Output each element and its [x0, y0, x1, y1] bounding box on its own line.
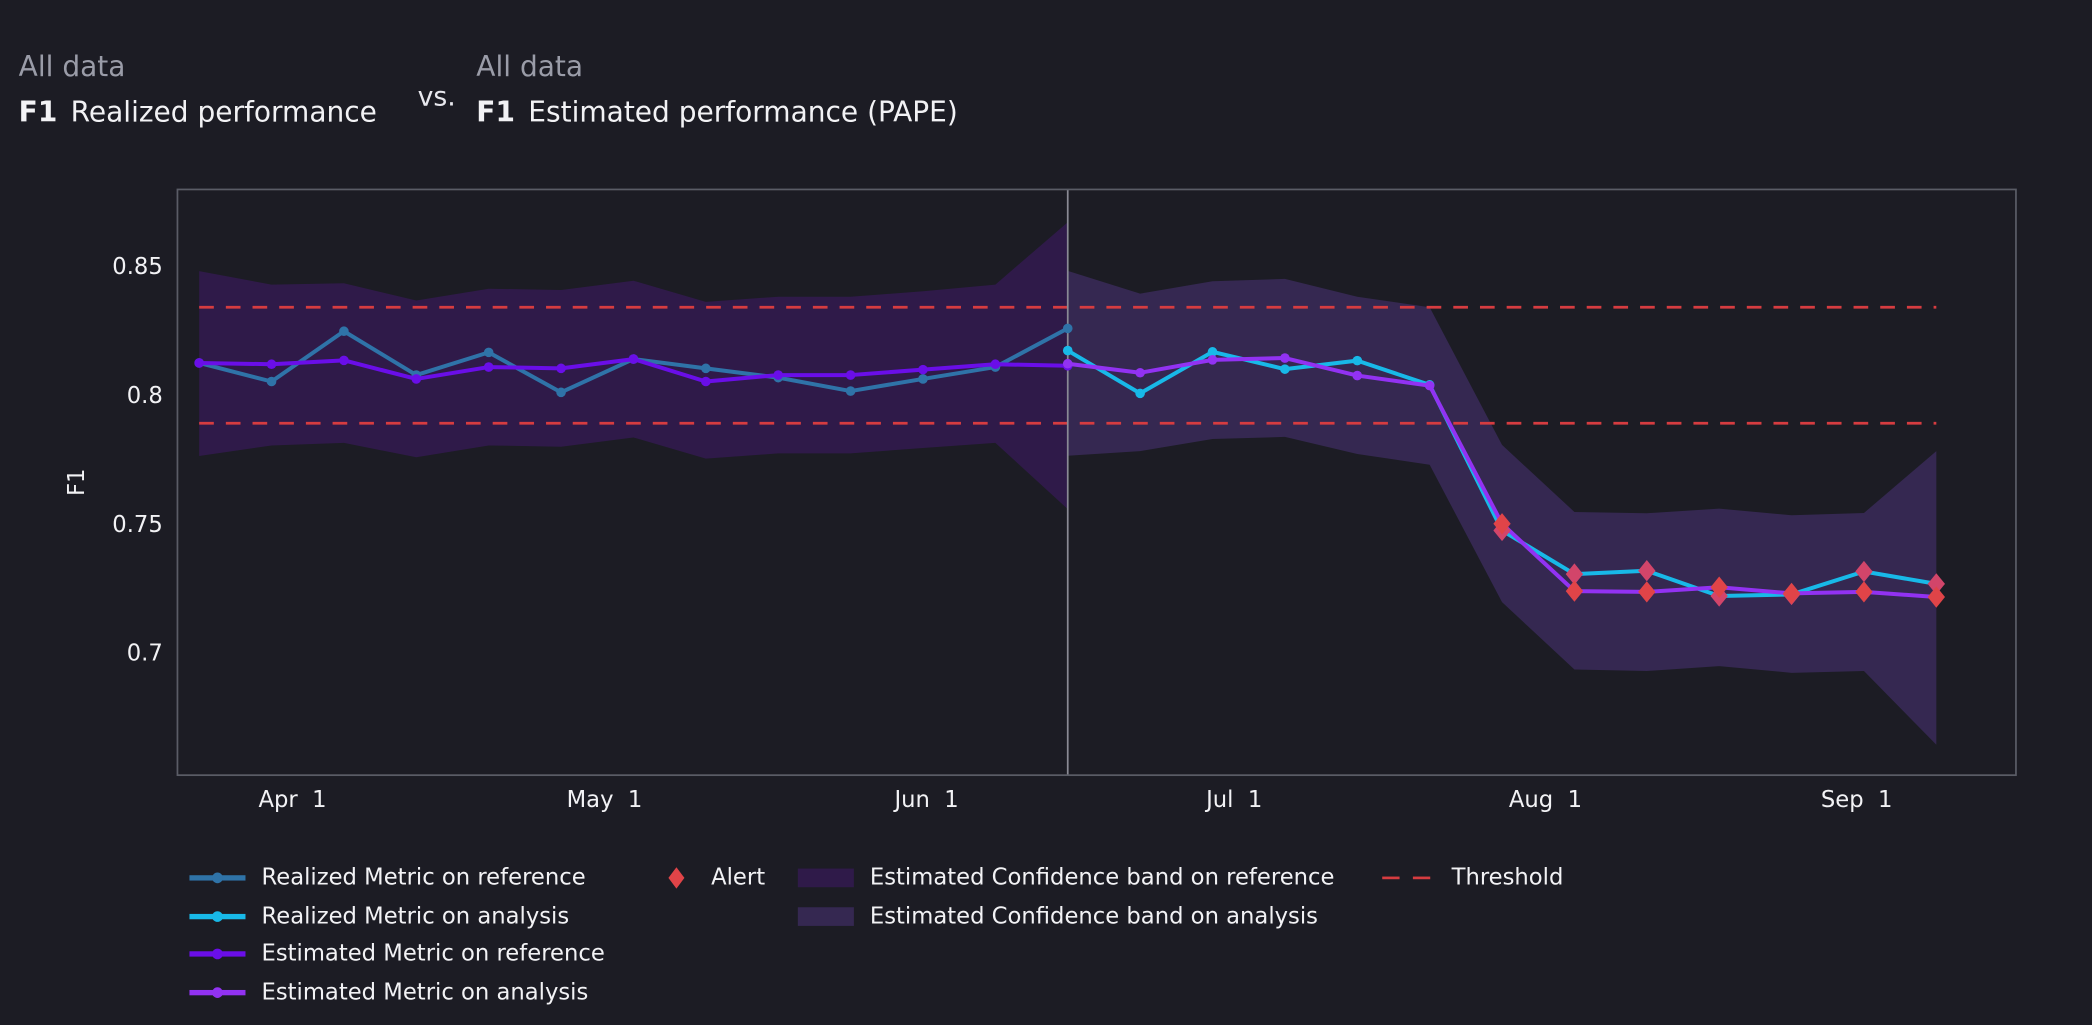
- right-metric: F1: [476, 96, 515, 129]
- legend-item[interactable]: Realized Metric on reference: [187, 859, 605, 897]
- confidence-band-analysis: [1067, 270, 1937, 745]
- legend-col-1: Realized Metric on reference Realized Met…: [187, 859, 605, 1011]
- alert-marker-realized: [1565, 563, 1584, 585]
- realized-reference-point: [1062, 323, 1073, 334]
- estimated-reference-point: [194, 358, 204, 368]
- confidence-band-reference: [199, 222, 1068, 510]
- y-tick-label: 0.85: [112, 254, 162, 280]
- estimated-reference-point: [918, 364, 928, 375]
- estimated-reference-point: [556, 363, 566, 374]
- x-tick-label: Jul 1: [1204, 787, 1262, 813]
- estimated-reference-point: [628, 354, 639, 364]
- legend-label: Estimated Confidence band on analysis: [869, 902, 1318, 930]
- y-axis-label: F1: [64, 469, 90, 496]
- band-swatch-icon: [795, 906, 856, 926]
- dash-swatch-icon: [1377, 869, 1438, 888]
- legend-label: Realized Metric on reference: [261, 864, 586, 892]
- realized-reference-point: [556, 387, 566, 398]
- alert-marker-estimated: [1855, 581, 1873, 603]
- diamond-swatch-icon: [663, 867, 700, 889]
- right-title: Estimated performance (PAPE): [528, 96, 958, 129]
- x-tick-label: May 1: [567, 787, 643, 813]
- legend-label: Estimated Metric on analysis: [261, 978, 589, 1006]
- legend-label: Alert: [711, 864, 766, 892]
- y-tick-label: 0.7: [127, 641, 163, 667]
- left-metric: F1: [18, 96, 58, 129]
- legend-col-4: Threshold: [1377, 859, 1563, 897]
- x-tick-label: Aug 1: [1509, 787, 1582, 813]
- line-swatch-icon: [187, 907, 248, 926]
- legend-item[interactable]: Estimated Metric on analysis: [187, 973, 605, 1011]
- left-subtitle: All data: [18, 50, 126, 83]
- alert-marker-estimated: [1782, 582, 1801, 605]
- line-swatch-icon: [187, 945, 248, 964]
- left-title: Realized performance: [70, 96, 377, 129]
- alert-marker-estimated: [1638, 581, 1656, 603]
- legend-label: Estimated Confidence band on reference: [869, 864, 1335, 892]
- plot-frame: [176, 188, 2017, 777]
- realized-analysis-point: [1207, 347, 1218, 357]
- x-tick-label: Apr 1: [259, 787, 327, 813]
- estimated-analysis-point: [1207, 355, 1218, 365]
- right-header: All data F1 Estimated performance (PAPE): [476, 51, 958, 128]
- realized-reference-point: [845, 386, 856, 396]
- legend-col-3: Estimated Confidence band on reference Es…: [795, 859, 1334, 935]
- vs-label: vs.: [417, 80, 456, 113]
- legend-label: Threshold: [1451, 864, 1564, 892]
- left-header: All data F1 Realized performance: [19, 51, 377, 128]
- legend-item[interactable]: Threshold: [1377, 859, 1563, 897]
- estimated-analysis-point: [1062, 358, 1073, 369]
- realized-reference-point: [483, 347, 494, 358]
- realized-analysis-point: [1280, 364, 1290, 374]
- band-swatch-icon: [795, 868, 856, 888]
- estimated-analysis-point: [1280, 353, 1290, 363]
- estimated-analysis-point: [1135, 367, 1145, 378]
- estimated-analysis-point: [1424, 380, 1435, 391]
- estimated-reference-point: [483, 362, 494, 372]
- estimated-reference-point: [411, 374, 422, 384]
- realized-analysis-point: [1352, 355, 1363, 366]
- line-swatch-icon: [187, 869, 248, 888]
- line-swatch-icon: [187, 983, 248, 1002]
- legend-label: Realized Metric on analysis: [261, 902, 570, 930]
- realized-reference-point: [701, 363, 711, 374]
- estimated-reference-point: [266, 359, 277, 370]
- realized-reference-point: [266, 376, 277, 387]
- estimated-analysis-point: [1352, 370, 1363, 381]
- alert-marker-estimated: [1565, 580, 1584, 602]
- alert-marker-realized: [1638, 560, 1656, 582]
- realized-analysis-point: [1135, 388, 1145, 399]
- alert-marker-realized: [1855, 560, 1873, 583]
- legend-item[interactable]: Alert: [663, 859, 765, 897]
- legend-item[interactable]: Estimated Confidence band on reference: [795, 859, 1334, 897]
- estimated-reference-point: [990, 359, 1001, 370]
- y-tick-label: 0.8: [127, 383, 163, 409]
- estimated-reference-point: [845, 370, 856, 380]
- x-tick-label: Sep 1: [1821, 787, 1893, 813]
- legend-item[interactable]: Realized Metric on analysis: [187, 897, 605, 935]
- realized-reference-point: [339, 326, 349, 337]
- estimated-reference-point: [773, 370, 784, 380]
- y-tick-label: 0.75: [112, 512, 162, 538]
- estimated-reference-point: [701, 376, 711, 387]
- legend-item[interactable]: Estimated Confidence band on analysis: [795, 897, 1334, 935]
- legend-col-2: Alert: [663, 859, 765, 897]
- x-tick-label: Jun 1: [892, 787, 958, 813]
- legend-label: Estimated Metric on reference: [261, 940, 605, 968]
- realized-analysis-point: [1062, 345, 1073, 356]
- legend-item[interactable]: Estimated Metric on reference: [187, 935, 605, 973]
- realized-reference-point: [918, 374, 928, 384]
- estimated-reference-point: [339, 355, 349, 366]
- right-subtitle: All data: [476, 50, 584, 83]
